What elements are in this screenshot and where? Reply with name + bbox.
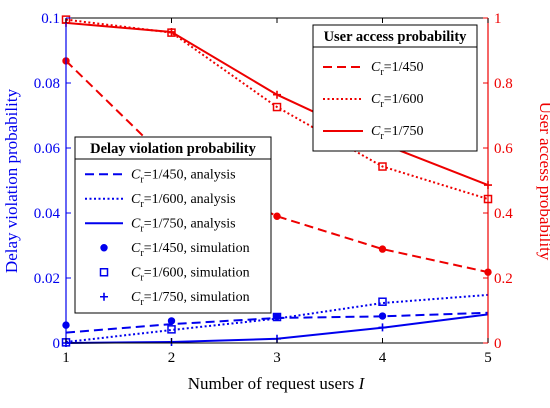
delay-simulation-6-point-4 [378,323,387,332]
x-tick-label-3: 3 [273,350,281,366]
access-series-3-point-3 [273,90,281,99]
delay-simulation-5-point-4 [378,297,387,306]
delay-simulation-4-point-3 [273,312,281,321]
y-right-tick-label-2: 0.2 [494,271,513,287]
delay-simulation-5-point-3 [272,312,282,322]
y-axis-left-label: Delay violation probability [2,88,21,273]
legend-delay-violation: Delay violation probability Cr=1/450, ana… [74,136,272,314]
legend-delay-entry-3: Cr=1/750, analysis [131,216,236,234]
x-tick-label-5: 5 [484,350,492,366]
access-series-2-point-3 [272,102,282,112]
plot-area: 1 2 3 4 500.020.040.060.080.100.20.40.60.81 [34,11,514,366]
legend-delay-entry-1: Cr=1/450, analysis [131,167,236,185]
legend-user-access: User access probability Cr=1/450 Cr=1/600 C… [312,24,478,152]
y-left-tick-label-1: 0 [53,336,61,352]
y-right-tick-label-6: 1 [494,11,502,27]
legend-delay-symbol-6 [100,292,108,301]
legend-delay-entry-2: Cr=1/600, analysis [131,192,236,210]
x-tick-label-2: 2 [168,350,176,366]
access-series-1-point-3 [273,212,281,220]
y-right-tick-label-5: 0.8 [494,76,513,92]
y-left-tick-label-6: 0.1 [41,11,60,27]
y-right-tick-label-1: 0 [494,336,502,352]
y-right-tick-label-3: 0.4 [494,206,513,222]
legend-access-entry-2: Cr=1/600 [371,92,423,110]
delay-simulation-5-point-2 [167,325,176,334]
access-series-3-point-2 [167,27,176,36]
y-right-tick-label-4: 0.6 [494,141,513,157]
access-series-line-2 [65,18,489,200]
y-axis-right-label: User access probability [536,102,550,261]
legend-access-title: User access probability [324,29,468,45]
y-left-tick-label-5: 0.08 [34,76,60,92]
legend-delay-box [74,136,272,314]
delay-simulation-4-point-2 [167,317,176,325]
y-left-tick-label-2: 0.02 [34,271,60,287]
x-tick-label-1: 1 [62,350,70,366]
access-series-2-point-4 [378,162,387,171]
y-left-tick-label-3: 0.04 [34,206,61,222]
legend-access-entry-1: Cr=1/450 [371,60,423,78]
access-series-line-1 [65,60,489,274]
x-axis-label: Number of request users I [188,374,366,393]
legend-delay-title: Delay violation probability [90,141,256,157]
delay-simulation-4-point-4 [378,312,387,320]
legend-delay-symbol-5 [99,268,109,277]
legend-delay-entry-5: Cr=1/600, simulation [131,265,250,283]
legend-delay-entry-6: Cr=1/750, simulation [131,290,250,308]
legend-delay-entry-4: Cr=1/450, simulation [131,241,250,259]
x-tick-label-4: 4 [379,350,387,366]
y-left-tick-label-4: 0.06 [34,141,61,157]
access-series-1-point-4 [378,245,387,253]
legend-access-entry-3: Cr=1/750 [371,124,423,142]
legend-delay-symbol-4 [100,244,108,252]
